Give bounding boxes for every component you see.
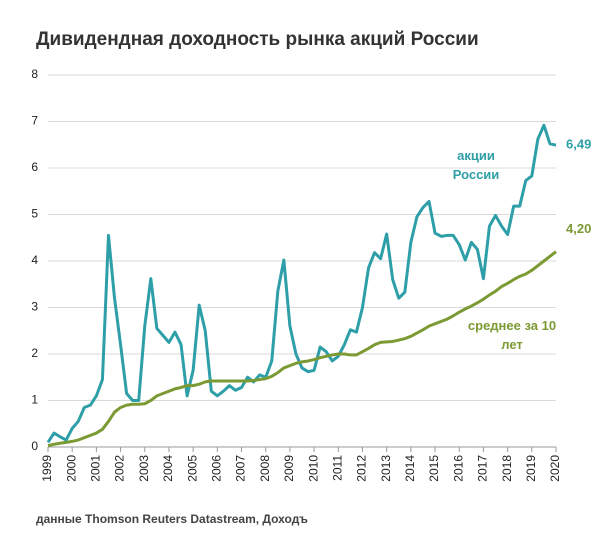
y-tick-label: 5 bbox=[31, 207, 38, 221]
y-tick-label: 3 bbox=[31, 300, 38, 314]
x-tick-label: 2018 bbox=[500, 455, 514, 482]
x-tick-label: 1999 bbox=[40, 455, 54, 482]
x-tick-label: 2009 bbox=[282, 455, 296, 482]
end-label: 6,49 bbox=[566, 137, 591, 152]
x-tick-label: 2011 bbox=[330, 455, 344, 481]
source: данные Thomson Reuters Datastream, Доход… bbox=[36, 512, 308, 526]
x-tick-label: 2012 bbox=[355, 455, 369, 482]
y-tick-label: 1 bbox=[31, 393, 38, 407]
y-tick-label: 4 bbox=[31, 253, 38, 267]
series-label: акции России bbox=[452, 148, 500, 182]
x-tick-label: 2003 bbox=[137, 455, 151, 482]
x-tick-label: 2010 bbox=[306, 455, 320, 482]
y-tick-label: 0 bbox=[31, 439, 38, 453]
y-tick-label: 2 bbox=[31, 346, 38, 360]
x-tick-label: 2008 bbox=[258, 455, 272, 482]
x-tick-label: 2019 bbox=[524, 455, 538, 482]
x-tick-label: 2004 bbox=[161, 455, 175, 482]
x-tick-label: 2002 bbox=[113, 455, 127, 482]
x-tick-label: 2015 bbox=[427, 455, 441, 482]
y-tick-label: 6 bbox=[31, 160, 38, 174]
line bbox=[47, 250, 557, 448]
x-tick-label: 2007 bbox=[234, 455, 248, 482]
x-tick-label: 2006 bbox=[210, 455, 224, 482]
y-tick-label: 7 bbox=[31, 114, 38, 128]
series-label: среднее за 10 лет bbox=[467, 318, 557, 352]
x-tick-label: 2017 bbox=[476, 455, 490, 482]
x-tick-label: 2016 bbox=[451, 455, 465, 482]
end-label: 4,20 bbox=[566, 221, 591, 236]
x-tick-label: 2001 bbox=[89, 455, 103, 482]
x-tick-label: 2020 bbox=[548, 455, 562, 482]
x-tick-label: 2014 bbox=[403, 455, 417, 482]
x-tick-label: 2013 bbox=[379, 455, 393, 482]
line bbox=[46, 123, 557, 444]
x-tick-label: 2005 bbox=[185, 455, 199, 482]
chart-title: Дивидендная доходность рынка акций Росси… bbox=[36, 29, 479, 50]
y-tick-label: 8 bbox=[31, 67, 38, 81]
x-tick-label: 2000 bbox=[64, 455, 78, 482]
